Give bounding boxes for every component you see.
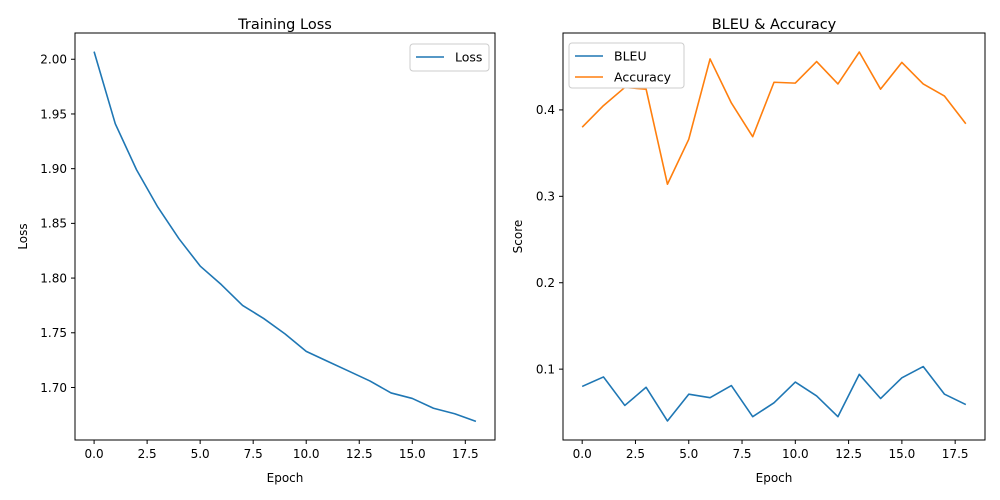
loss-y-axis-label: Loss <box>16 223 30 249</box>
loss-legend-box <box>409 43 490 72</box>
loss-y-tick-label: 1.80 <box>40 271 67 285</box>
loss-legend-label: Loss <box>455 50 482 65</box>
loss-axes-frame <box>74 32 496 441</box>
loss-ticks: 0.0 2.5 5.0 7.5 10.0 12.5 15.0 17.5 1.70 1.75 1.80… <box>40 53 478 461</box>
bleu-accuracy-lines <box>581 51 967 422</box>
loss-x-tick-label: 17.5 <box>452 447 479 461</box>
accuracy-series-line <box>581 51 967 186</box>
bleu-accuracy-x-tick-label: 5.0 <box>679 447 698 461</box>
bleu-accuracy-x-tick-label: 17.5 <box>942 447 969 461</box>
loss-x-tick-label: 12.5 <box>346 447 373 461</box>
loss-x-tick-label: 10.0 <box>293 447 320 461</box>
loss-y-tick-label: 1.85 <box>40 217 67 231</box>
bleu-accuracy-x-tick-label: 7.5 <box>732 447 751 461</box>
bleu-accuracy-legend: BLEU Accuracy <box>568 42 685 89</box>
loss-x-tick-label: 2.5 <box>138 447 157 461</box>
bleu-accuracy-y-tick-label: 0.2 <box>536 276 555 290</box>
loss-y-tick-label: 1.70 <box>40 381 67 395</box>
bleu-accuracy-y-axis-label: Score <box>511 220 525 254</box>
loss-chart: Training Loss 0.0 2.5 5.0 7.5 10.0 12.5 15.0 17… <box>16 17 496 485</box>
bleu-legend-label: BLEU <box>614 49 647 64</box>
bleu-accuracy-x-tick-label: 2.5 <box>626 447 645 461</box>
loss-series-line <box>93 51 477 423</box>
loss-x-tick-label: 15.0 <box>399 447 426 461</box>
bleu-accuracy-chart-title: BLEU & Accuracy <box>712 17 837 33</box>
loss-x-tick-label: 7.5 <box>244 447 263 461</box>
loss-chart-title: Training Loss <box>237 17 332 33</box>
loss-x-tick-label: 5.0 <box>191 447 210 461</box>
loss-x-tick-label: 0.0 <box>85 447 104 461</box>
loss-lines <box>93 51 477 423</box>
bleu-accuracy-x-axis-label: Epoch <box>756 471 793 485</box>
bleu-accuracy-plot-area <box>562 32 986 441</box>
loss-legend: Loss <box>409 43 490 72</box>
bleu-accuracy-chart: BLEU & Accuracy 0.0 2.5 5.0 7.5 10.0 12.5 15.0… <box>511 17 986 485</box>
bleu-accuracy-y-tick-label: 0.4 <box>536 103 555 117</box>
bleu-accuracy-axes-frame <box>562 32 986 441</box>
loss-y-tick-label: 1.75 <box>40 326 67 340</box>
loss-y-tick-label: 1.95 <box>40 107 67 121</box>
bleu-series-line <box>581 365 967 422</box>
loss-y-tick-label: 1.90 <box>40 162 67 176</box>
bleu-accuracy-ticks: 0.0 2.5 5.0 7.5 10.0 12.5 15.0 17.5 0.1 0.2 0.3 0.4 <box>536 103 969 461</box>
loss-plot-area <box>74 32 496 441</box>
bleu-accuracy-x-tick-label: 12.5 <box>835 447 862 461</box>
accuracy-legend-label: Accuracy <box>614 70 672 85</box>
loss-y-tick-label: 2.00 <box>40 53 67 67</box>
bleu-accuracy-x-tick-label: 0.0 <box>573 447 592 461</box>
bleu-accuracy-x-tick-label: 10.0 <box>782 447 809 461</box>
bleu-accuracy-y-tick-label: 0.3 <box>536 190 555 204</box>
bleu-accuracy-y-tick-label: 0.1 <box>536 362 555 376</box>
bleu-accuracy-x-tick-label: 15.0 <box>889 447 916 461</box>
loss-x-axis-label: Epoch <box>267 471 304 485</box>
